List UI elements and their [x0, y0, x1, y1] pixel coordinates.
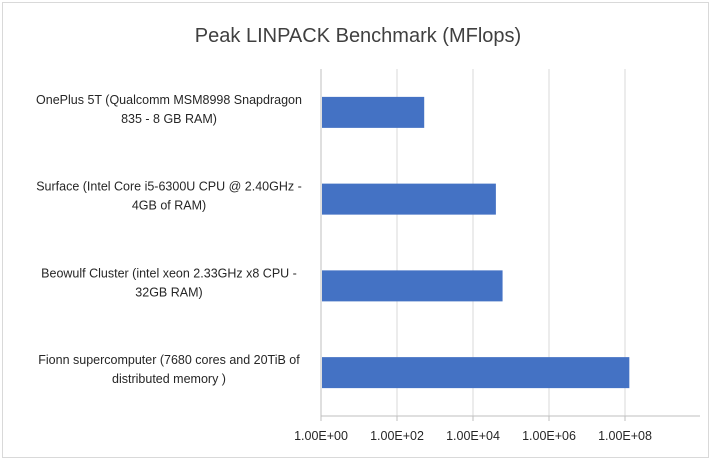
x-tick-label: 1.00E+06	[522, 429, 576, 443]
category-label: Surface (Intel Core i5-6300U CPU @ 2.40G…	[36, 180, 302, 213]
category-label-line: 4GB of RAM)	[132, 199, 206, 213]
category-label: Fionn supercomputer (7680 cores and 20Ti…	[38, 353, 300, 386]
category-label: Beowulf Cluster (intel xeon 2.33GHz x8 C…	[41, 266, 297, 299]
x-tick-label: 1.00E+02	[370, 429, 424, 443]
bar	[322, 183, 496, 215]
category-label-line: OnePlus 5T (Qualcomm MSM8998 Snapdragon	[36, 93, 302, 107]
chart-frame: Peak LINPACK Benchmark (MFlops) OnePlus …	[2, 2, 709, 458]
chart-svg: Peak LINPACK Benchmark (MFlops) OnePlus …	[36, 25, 700, 443]
bar	[322, 96, 425, 128]
chart-title: Peak LINPACK Benchmark (MFlops)	[195, 25, 521, 47]
category-label: OnePlus 5T (Qualcomm MSM8998 Snapdragon 8…	[36, 93, 302, 126]
x-tick-labels: 1.00E+00 1.00E+02 1.00E+04 1.00E+06 1.00E+08	[294, 429, 652, 443]
category-label-line: Beowulf Cluster (intel xeon 2.33GHz x8 C…	[41, 266, 297, 280]
bar-layer	[322, 96, 630, 389]
category-label-line: Surface (Intel Core i5-6300U CPU @ 2.40G…	[36, 180, 302, 194]
bar	[322, 270, 503, 302]
bar	[322, 357, 630, 389]
category-label-line: 32GB RAM)	[135, 285, 202, 299]
category-label-line: Fionn supercomputer (7680 cores and 20Ti…	[38, 353, 300, 367]
category-labels: OnePlus 5T (Qualcomm MSM8998 Snapdragon 8…	[36, 93, 302, 386]
x-tick-label: 1.00E+04	[446, 429, 500, 443]
category-label-line: distributed memory )	[112, 372, 226, 386]
x-tick-label: 1.00E+00	[294, 429, 348, 443]
category-label-line: 835 - 8 GB RAM)	[121, 112, 217, 126]
x-tick-label: 1.00E+08	[598, 429, 652, 443]
